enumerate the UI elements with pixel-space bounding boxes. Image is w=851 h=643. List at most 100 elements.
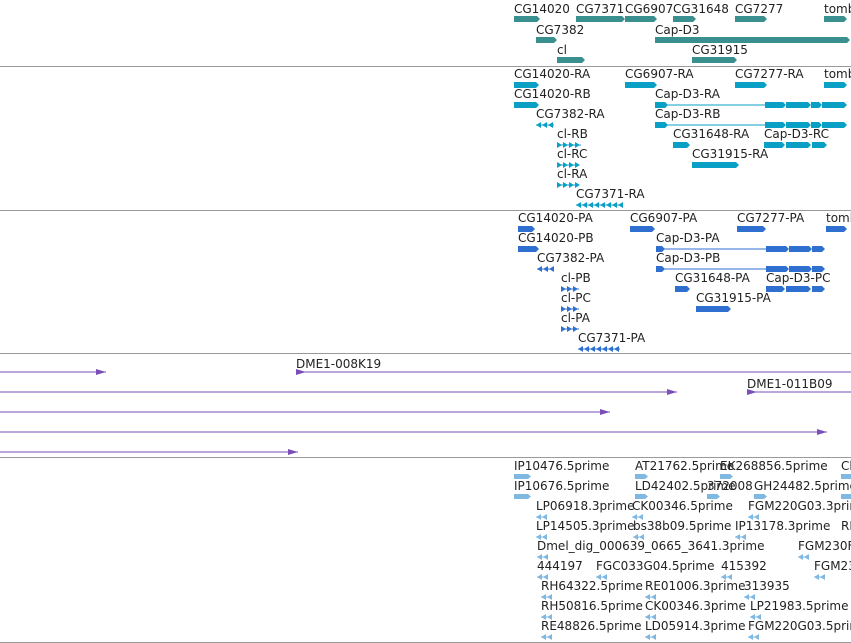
feature-span[interactable] — [747, 389, 851, 395]
feature-arrows[interactable] — [537, 554, 548, 560]
feature-label-cg31915[interactable]: CG31915 — [692, 43, 748, 57]
feature-box[interactable] — [655, 102, 668, 108]
feature-label-gh24482-5prime[interactable]: GH24482.5prime — [754, 479, 851, 493]
feature-label-cg7371[interactable]: CG7371 — [576, 2, 625, 16]
feature-box[interactable] — [812, 266, 825, 272]
feature-label-cl-pb[interactable]: cl-PB — [561, 271, 591, 285]
feature-label-cg7382-pa[interactable]: CG7382-PA — [537, 251, 605, 265]
feature-label-rh64322-5prime[interactable]: RH64322.5prime — [541, 579, 643, 593]
feature-label-ip10676-5prime[interactable]: IP10676.5prime — [514, 479, 610, 493]
feature-box[interactable] — [675, 286, 690, 292]
feature-arrows[interactable] — [557, 142, 581, 148]
feature-label-fgm220g03-5prime[interactable]: FGM220G03.5prime — [748, 619, 851, 633]
feature-span[interactable] — [0, 429, 827, 435]
feature-span[interactable] — [0, 369, 106, 375]
feature-arrows[interactable] — [537, 574, 548, 580]
feature-label-ri[interactable]: RI — [841, 519, 851, 533]
feature-arrows[interactable] — [735, 534, 746, 540]
feature-label-cg7277-ra[interactable]: CG7277-RA — [735, 67, 804, 81]
feature-arrows[interactable] — [645, 634, 656, 640]
feature-arrows[interactable] — [748, 634, 759, 640]
feature-arrows[interactable] — [578, 346, 620, 352]
feature-label-at21762-5prime[interactable]: AT21762.5prime — [635, 459, 735, 473]
feature-label-cl-rc[interactable]: cl-RC — [557, 147, 588, 161]
feature-box[interactable] — [812, 246, 825, 252]
feature-box[interactable] — [841, 474, 851, 479]
feature-box[interactable] — [811, 102, 822, 108]
feature-label-cg6907[interactable]: CG6907 — [625, 2, 674, 16]
feature-arrows[interactable] — [557, 162, 580, 168]
feature-label-cap-d3-pb[interactable]: Cap-D3-PB — [656, 251, 721, 265]
feature-box[interactable] — [720, 474, 733, 479]
feature-label-rh50816-5prime[interactable]: RH50816.5prime — [541, 599, 643, 613]
feature-label-444197[interactable]: 444197 — [537, 559, 583, 573]
feature-arrows[interactable] — [557, 182, 580, 188]
feature-box[interactable] — [518, 246, 539, 252]
feature-label-re01006-3prime[interactable]: RE01006.3prime — [645, 579, 746, 593]
feature-box[interactable] — [518, 226, 535, 232]
feature-box[interactable] — [673, 16, 696, 22]
feature-label-cg14020-ra[interactable]: CG14020-RA — [514, 67, 591, 81]
feature-arrows[interactable] — [798, 554, 809, 560]
feature-label-fgm23[interactable]: FGM23 — [814, 559, 851, 573]
feature-label-lp21983-5prime[interactable]: LP21983.5prime — [750, 599, 849, 613]
feature-box[interactable] — [789, 246, 812, 252]
feature-label-cg7382[interactable]: CG7382 — [536, 23, 585, 37]
feature-arrows[interactable] — [561, 326, 579, 332]
feature-label-fgm230f[interactable]: FGM230F — [798, 539, 851, 553]
feature-box[interactable] — [766, 246, 789, 252]
feature-label-fgm220g03-3prime[interactable]: FGM220G03.3prime — [748, 499, 851, 513]
feature-label-lp06918-3prime[interactable]: LP06918.3prime — [536, 499, 635, 513]
feature-box[interactable] — [514, 82, 539, 88]
feature-box[interactable] — [826, 226, 847, 232]
feature-label-cg7277[interactable]: CG7277 — [735, 2, 784, 16]
feature-box[interactable] — [692, 57, 737, 63]
feature-label-cg31915-pa[interactable]: CG31915-PA — [696, 291, 771, 305]
feature-box[interactable] — [576, 16, 625, 22]
feature-box[interactable] — [789, 266, 812, 272]
feature-arrows[interactable] — [541, 594, 552, 600]
feature-box[interactable] — [536, 37, 557, 43]
feature-label-cl-ra[interactable]: cl-RA — [557, 167, 588, 181]
feature-label-dmel-dig-000639-0665-3641-3prime[interactable]: Dmel_dig_000639_0665_3641.3prime — [537, 539, 765, 553]
feature-label-cap-d3-pa[interactable]: Cap-D3-PA — [656, 231, 720, 245]
feature-label-cap-d3[interactable]: Cap-D3 — [655, 23, 700, 37]
feature-arrows[interactable] — [633, 534, 644, 540]
feature-label-ck00346-3prime[interactable]: CK00346.3prime — [645, 599, 746, 613]
feature-label-cg6907-ra[interactable]: CG6907-RA — [625, 67, 694, 81]
feature-label-ld05914-3prime[interactable]: LD05914.3prime — [645, 619, 746, 633]
feature-label-cl[interactable]: Cl — [841, 459, 851, 473]
feature-box[interactable] — [766, 286, 785, 292]
feature-label-cg31648[interactable]: CG31648 — [673, 2, 729, 16]
feature-box[interactable] — [786, 286, 811, 292]
feature-box[interactable] — [656, 246, 665, 252]
feature-label-cg14020-rb[interactable]: CG14020-RB — [514, 87, 591, 101]
feature-arrows[interactable] — [632, 514, 643, 520]
feature-label-cap-d3-rb[interactable]: Cap-D3-RB — [655, 107, 721, 121]
feature-arrows[interactable] — [814, 574, 825, 580]
feature-label-dme1-008k19[interactable]: DME1-008K19 — [296, 357, 382, 371]
feature-label-cg31648-ra[interactable]: CG31648-RA — [673, 127, 750, 141]
feature-label-313935[interactable]: 313935 — [744, 579, 790, 593]
feature-box[interactable] — [822, 102, 847, 108]
feature-box[interactable] — [786, 102, 811, 108]
feature-label-cg7277-pa[interactable]: CG7277-PA — [737, 211, 805, 225]
feature-box[interactable] — [765, 102, 786, 108]
feature-label-fgc033g04-5prime[interactable]: FGC033G04.5prime — [596, 559, 715, 573]
feature-box[interactable] — [707, 494, 720, 499]
feature-label-cg14020[interactable]: CG14020 — [514, 2, 570, 16]
feature-span[interactable] — [0, 409, 610, 415]
feature-label-cap-d3-pc[interactable]: Cap-D3-PC — [766, 271, 831, 285]
feature-box[interactable] — [514, 16, 540, 22]
feature-label-cg31648-pa[interactable]: CG31648-PA — [675, 271, 750, 285]
feature-box[interactable] — [737, 226, 766, 232]
feature-box[interactable] — [625, 16, 657, 22]
feature-box[interactable] — [735, 82, 767, 88]
feature-box[interactable] — [754, 494, 767, 499]
feature-box[interactable] — [514, 474, 531, 479]
feature-label-cg31915-ra[interactable]: CG31915-RA — [692, 147, 769, 161]
feature-arrows[interactable] — [576, 202, 623, 208]
feature-label-cg7382-ra[interactable]: CG7382-RA — [536, 107, 605, 121]
feature-arrows[interactable] — [645, 614, 656, 620]
feature-label-ip10476-5prime[interactable]: IP10476.5prime — [514, 459, 610, 473]
